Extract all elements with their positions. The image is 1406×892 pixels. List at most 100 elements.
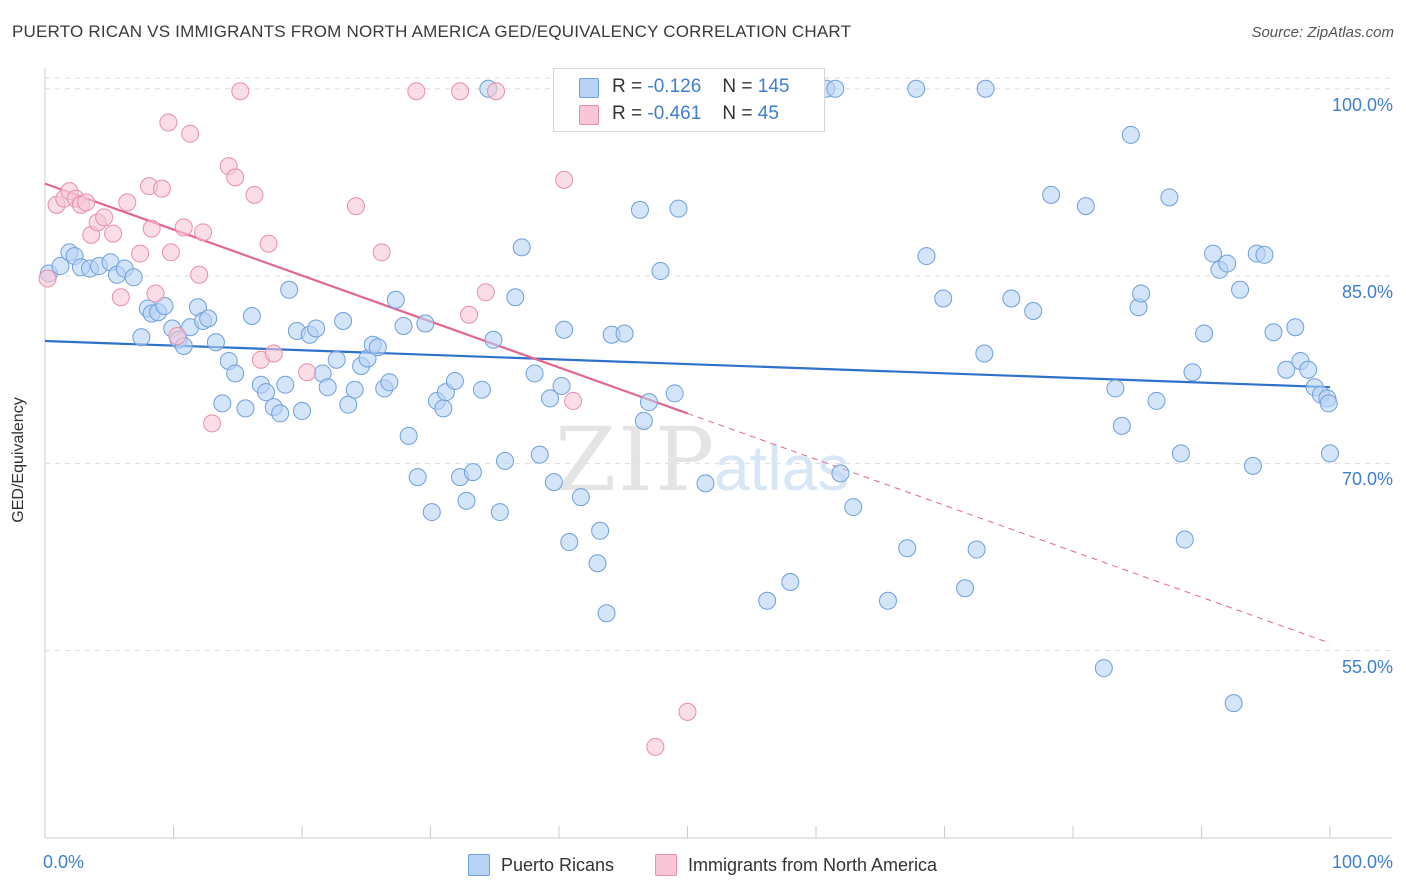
puerto-rican-point [155,297,174,316]
puerto-rican-point [597,604,616,623]
puerto-rican-point [1121,125,1140,144]
y-tick-label: 55.0% [1341,656,1393,677]
puerto-rican-point [463,463,482,482]
puerto-rican-point [560,533,579,552]
immigrant-point [460,305,479,324]
puerto-rican-point [1112,416,1131,435]
chart-source: Source: ZipAtlas.com [1251,24,1394,41]
immigrant-point [372,243,391,262]
puerto-rican-point [541,389,560,408]
immigrant-point [451,82,470,101]
r-value: -0.461 [647,103,702,124]
puerto-rican-point [345,380,364,399]
puerto-rican-point [588,554,607,573]
svg-text:atlas: atlas [714,432,849,504]
n-value: 145 [757,76,790,97]
puerto-rican-point [525,364,544,383]
puerto-rican-point [271,404,290,423]
immigrant-point [131,244,150,263]
blue-swatch [468,854,490,876]
y-tick-label: 70.0% [1341,469,1393,490]
puerto-rican-point [831,464,850,483]
n-label: N = [722,103,753,124]
legend-label: Immigrants from North America [688,855,938,875]
immigrant-point [152,179,171,198]
immigrant-trend-line-extension [687,412,1331,644]
immigrant-point [264,344,283,363]
puerto-rican-point [1218,254,1237,273]
puerto-rican-point [422,503,441,522]
immigrant-point [104,224,123,243]
puerto-rican-point [669,199,688,218]
puerto-rican-point [399,426,418,445]
immigrant-point [146,284,165,303]
puerto-rican-point [571,488,590,507]
puerto-rican-point [506,288,525,307]
x-tick-label: 100.0% [1331,852,1393,872]
stats-text: R = -0.126 N = 145 [612,73,789,101]
y-tick-label: 100.0% [1331,94,1393,115]
stats-text: R = -0.461 N = 45 [612,100,779,128]
puerto-rican-point [544,473,563,492]
legend-label: Puerto Ricans [501,855,615,875]
puerto-rican-point [1183,363,1202,382]
puerto-rican-point [552,376,571,395]
puerto-rican-point [826,79,845,98]
puerto-rican-point [630,200,649,219]
puerto-rican-point [665,384,684,403]
puerto-rican-point [639,393,658,412]
immigrant-point [231,82,250,101]
puerto-rican-point [956,579,975,598]
immigrant-point [181,124,200,143]
puerto-rican-point [1319,394,1338,413]
puerto-rican-point [496,451,515,470]
immigrant-point [159,113,178,132]
puerto-rican-point [512,238,531,257]
axes-layer [44,68,1392,839]
puerto-rican-point [1002,289,1021,308]
puerto-rican-point [781,573,800,591]
immigrant-point [111,288,130,307]
puerto-rican-point [976,79,995,98]
puerto-rican-point [51,257,70,276]
puerto-rican-point [434,399,453,418]
puerto-rican-point [132,328,151,347]
puerto-rican-point [318,378,337,397]
r-label: R = [612,103,643,124]
puerto-rican-point [1299,360,1318,379]
x-tick-label: 0.0% [43,852,85,872]
puerto-rican-point [334,312,353,331]
immigrant-point [678,702,697,721]
immigrant-point [118,193,137,212]
puerto-rican-point [1106,379,1125,398]
puerto-rican-point [530,445,549,464]
puerto-rican-point [242,307,261,326]
puerto-rican-point [276,375,295,394]
puerto-rican-point [124,268,143,287]
puerto-rican-point [934,289,953,308]
immigrant-point [194,223,213,242]
puerto-rican-point [1204,244,1223,263]
puerto-rican-point [226,364,245,383]
puerto-rican-point [1175,530,1194,549]
puerto-rican-point [408,468,427,487]
puerto-rican-point [591,521,610,540]
puerto-rican-point [1231,280,1250,299]
puerto-rican-point [380,373,399,392]
stats-box: R = -0.126 N = 145 R = -0.461 N = 45 [553,68,825,132]
puerto-rican-point [327,350,346,369]
puerto-rican-point [1321,444,1339,463]
immigrant-trend-line [44,182,688,415]
puerto-rican-point [696,474,715,493]
immigrant-point [259,234,278,253]
immigrant-point [77,193,96,212]
immigrant-point [245,185,264,204]
puerto-rican-point [445,371,464,390]
puerto-rican-point [280,280,299,299]
immigrant-point [407,82,426,101]
puerto-rican-point [917,247,936,266]
y-tick-label: 85.0% [1341,282,1393,303]
n-value: 45 [757,103,779,124]
puerto-rican-point [878,591,897,610]
